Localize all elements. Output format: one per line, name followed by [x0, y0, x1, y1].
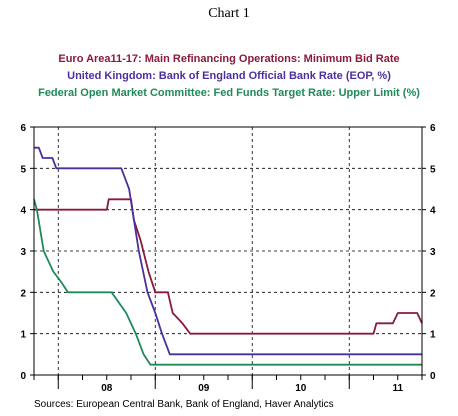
y-tick-label-right: 6 — [430, 123, 436, 134]
series-line-euro-area — [34, 198, 423, 335]
x-tick-label: 11 — [392, 383, 403, 394]
y-tick-label-left: 2 — [20, 288, 26, 299]
x-tick-label: 08 — [101, 383, 113, 394]
legend-label-federal-reserve: Federal Open Market Committee: Fed Funds… — [38, 87, 420, 99]
plot-frame — [33, 126, 423, 376]
y-tick-label-left: 3 — [20, 247, 26, 258]
x-tick-label: 10 — [295, 383, 307, 394]
legend-label-united-kingdom: United Kingdom: Bank of England Official… — [67, 70, 391, 82]
y-tick-label-right: 3 — [430, 247, 436, 258]
y-tick-label-left: 4 — [20, 206, 26, 217]
y-tick-label-left: 1 — [20, 330, 26, 341]
chart-title: Chart 1 — [208, 6, 250, 21]
y-tick-label-right: 5 — [430, 164, 436, 175]
y-tick-label-left: 0 — [20, 371, 26, 382]
y-tick-label-left: 6 — [20, 123, 26, 134]
source-note: Sources: European Central Bank, Bank of … — [34, 399, 334, 410]
y-tick-label-right: 1 — [430, 330, 436, 341]
x-tick-label: 09 — [198, 383, 210, 394]
y-tick-label-left: 5 — [20, 164, 26, 175]
series-line-federal-reserve — [33, 199, 422, 366]
legend-label-euro-area: Euro Area11-17: Main Refinancing Operati… — [58, 53, 400, 65]
y-tick-label-right: 0 — [430, 371, 436, 382]
y-tick-label-right: 2 — [430, 288, 436, 299]
y-tick-label-right: 4 — [430, 206, 436, 217]
series-line-united-kingdom — [34, 146, 422, 356]
